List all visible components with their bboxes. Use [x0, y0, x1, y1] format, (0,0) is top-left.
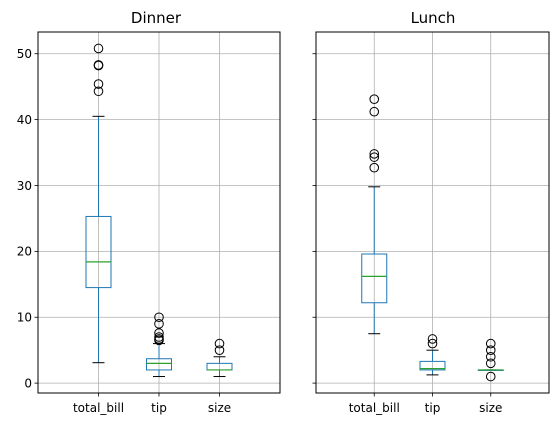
lunch-box-size: [477, 338, 504, 382]
lunch-panel: Lunch total_bill tip size: [312, 9, 550, 415]
dinner-box-tip: [146, 312, 172, 378]
dinner-panel: Dinner 0 10 20 30 40 50 total_bill tip size: [17, 9, 281, 415]
lunch-flier-point: [369, 94, 380, 104]
lunch-flier-point: [485, 358, 496, 369]
dinner-iqr-box: [85, 215, 112, 289]
dinner-y-tick-label: 30: [17, 179, 32, 193]
dinner-y-tick-label: 50: [17, 47, 32, 61]
lunch-flier-point: [369, 106, 380, 117]
lunch-iqr-box: [419, 360, 446, 371]
dinner-y-tick-label: 0: [24, 376, 32, 390]
lunch-flier-point: [427, 334, 438, 344]
dinner-x-tick-label: total_bill: [73, 401, 124, 415]
lunch-flier-point: [369, 152, 380, 162]
dinner-y-tick-label: 40: [17, 113, 32, 127]
dinner-flier-point: [154, 332, 164, 342]
dinner-flier-point: [93, 86, 104, 97]
dinner-flier-point: [93, 60, 104, 70]
lunch-box-tip: [419, 334, 446, 376]
lunch-flier-point: [369, 149, 380, 159]
lunch-flier-point: [485, 338, 496, 349]
lunch-x-tick-label: total_bill: [349, 401, 400, 415]
dinner-flier-point: [154, 312, 164, 323]
lunch-box-total_bill: [361, 94, 388, 335]
lunch-flier-point: [485, 351, 496, 362]
dinner-box-size: [206, 338, 233, 378]
dinner-flier-point: [214, 338, 225, 349]
lunch-flier-point: [427, 338, 438, 349]
dinner-y-tick-label: 20: [17, 245, 32, 259]
dinner-x-tick-label: size: [208, 401, 231, 415]
dinner-x-tick-label: tip: [151, 401, 167, 415]
dinner-y-tick-label: 10: [17, 311, 32, 325]
lunch-flier-point: [369, 162, 380, 173]
lunch-flier-point: [485, 345, 496, 355]
lunch-x-tick-label: tip: [425, 401, 441, 415]
dinner-flier-point: [93, 43, 104, 54]
dinner-panel-title: Dinner: [131, 9, 182, 27]
dinner-iqr-box: [146, 358, 172, 371]
lunch-flier-point: [485, 371, 496, 382]
lunch-panel-title: Lunch: [411, 9, 456, 27]
lunch-iqr-box: [361, 253, 388, 304]
dinner-box-total_bill: [85, 43, 112, 364]
lunch-x-tick-label: size: [479, 401, 502, 415]
dinner-flier-point: [154, 319, 164, 329]
dinner-flier-point: [93, 79, 104, 89]
dinner-flier-point: [154, 328, 164, 338]
dinner-flier-point: [214, 345, 225, 355]
